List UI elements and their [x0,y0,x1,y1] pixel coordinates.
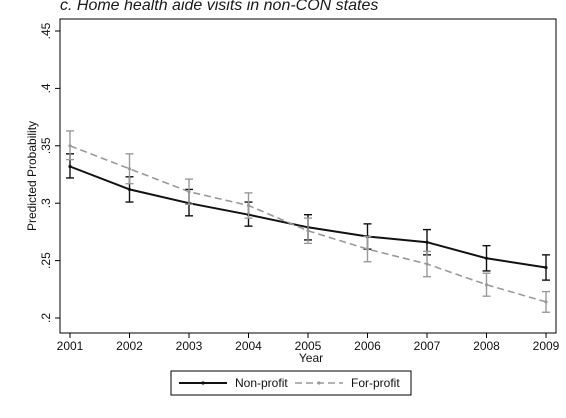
data-point-non-profit [425,240,429,244]
legend-label-non-profit: Non-profit [235,376,288,390]
plot-area: .2 .25 .3 .35 .4 .45 Predicted Probability 2001… [25,18,560,365]
chart-title: c. Home health aide visits in non-CON st… [60,0,378,14]
data-point-for-profit [544,300,548,304]
data-point-non-profit [544,265,548,270]
y-tick-label: .45 [39,22,53,39]
y-tick-label: .4 [39,83,53,93]
x-tick-label: 2003 [176,339,203,353]
x-tick-label: 2005 [295,339,322,353]
x-tick-label: 2001 [57,339,84,353]
legend-label-for-profit: For-profit [351,376,400,390]
data-point-for-profit [425,262,429,266]
x-tick-label: 2008 [473,339,500,353]
y-tick-label: .25 [39,252,53,269]
data-point-for-profit [484,283,489,287]
y-axis-title: Predicted Probability [25,121,39,231]
data-point-for-profit [306,229,310,233]
x-tick-label: 2007 [414,339,441,353]
data-point-for-profit [365,247,370,251]
legend-marker-for-profit [317,381,321,385]
y-tick-label: .2 [39,313,53,323]
y-tick-label: .35 [39,137,53,154]
x-tick-label: 2009 [533,339,560,353]
data-point-non-profit [68,164,72,169]
x-tick-label: 2002 [116,339,143,353]
data-point-for-profit [127,167,132,171]
legend: Non-profit For-profit [170,370,412,396]
x-axis-title: Year [299,351,323,365]
data-point-for-profit [246,203,251,208]
data-point-non-profit [484,256,489,260]
legend-marker-non-profit [201,381,205,385]
x-tick-label: 2006 [354,339,381,353]
x-tick-label: 2004 [235,339,262,353]
data-point-non-profit [127,187,132,192]
data-point-for-profit [68,144,72,148]
data-point-for-profit [187,190,191,194]
y-tick-label: .3 [39,198,53,208]
